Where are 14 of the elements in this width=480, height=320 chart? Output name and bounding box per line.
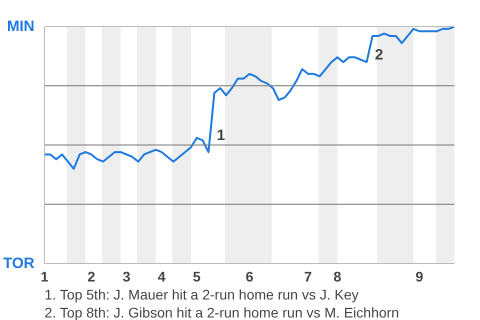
x-tick-label: 5 bbox=[192, 268, 201, 284]
x-tick-label: 9 bbox=[415, 268, 424, 284]
x-tick-label: 6 bbox=[246, 268, 254, 284]
annotation: 2 bbox=[374, 46, 384, 64]
x-tick-label: 2 bbox=[87, 268, 96, 284]
annotation: 1 bbox=[216, 126, 226, 144]
x-tick-label: 3 bbox=[122, 268, 131, 284]
text: MIN bbox=[7, 18, 35, 35]
text: TOR bbox=[3, 255, 35, 272]
x-tick-label: 7 bbox=[304, 268, 312, 284]
x-tick-label: 4 bbox=[158, 268, 166, 284]
x-tick-label: 8 bbox=[333, 268, 342, 284]
x-tick-label: 1 bbox=[40, 268, 49, 284]
text: 1. Top 5th: J. Mauer hit a 2-run home run vs J. Key bbox=[44, 286, 359, 302]
